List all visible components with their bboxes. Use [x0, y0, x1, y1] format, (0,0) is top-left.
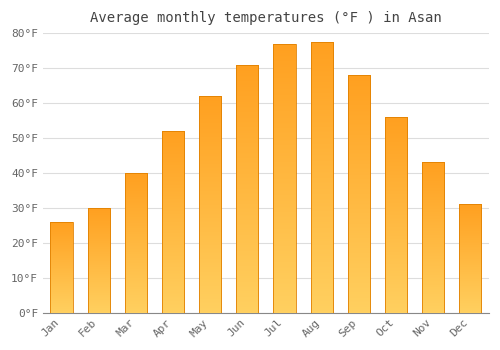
Bar — [348, 75, 370, 313]
Bar — [459, 204, 481, 313]
Bar — [385, 117, 407, 313]
Bar — [162, 131, 184, 313]
Bar — [422, 162, 444, 313]
Bar — [274, 44, 295, 313]
Bar — [236, 65, 258, 313]
Title: Average monthly temperatures (°F ) in Asan: Average monthly temperatures (°F ) in As… — [90, 11, 442, 25]
Bar — [199, 96, 222, 313]
Bar — [88, 208, 110, 313]
Bar — [124, 173, 147, 313]
Bar — [310, 42, 333, 313]
Bar — [50, 222, 72, 313]
